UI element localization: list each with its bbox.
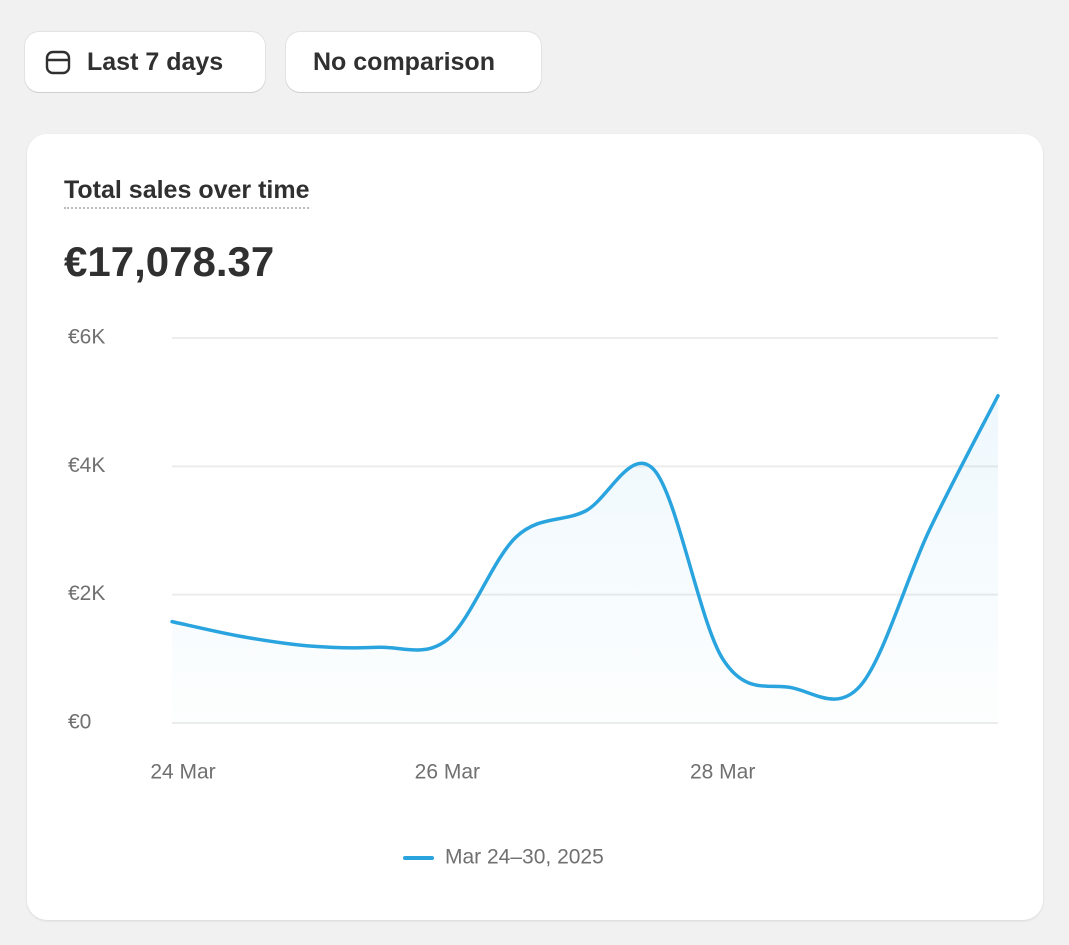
comparison-button[interactable]: No comparison (286, 32, 541, 92)
y-tick-label: €6K (68, 326, 105, 349)
legend-label: Mar 24–30, 2025 (445, 846, 604, 869)
area (172, 395, 998, 723)
line (170, 394, 1000, 701)
y-tick-label: €4K (68, 454, 105, 477)
date-range-label: Last 7 days (87, 47, 224, 76)
x-tick-label: 24 Mar (150, 761, 215, 784)
date-range-button[interactable]: Last 7 days (25, 32, 265, 92)
x-tick-label: 26 Mar (415, 761, 480, 784)
chart-title[interactable]: Total sales over time (64, 176, 310, 209)
y-tick-label: €0 (68, 711, 91, 734)
comparison-label: No comparison (313, 47, 495, 76)
y-tick-label: €2K (68, 582, 105, 605)
total-value: €17,078.37 (64, 238, 275, 285)
calendar-icon (45, 50, 71, 75)
x-tick-label: 28 Mar (690, 761, 755, 784)
